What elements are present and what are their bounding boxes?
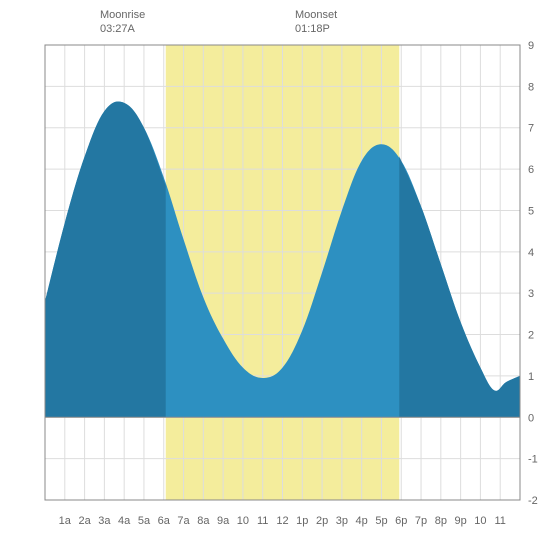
svg-text:3a: 3a: [98, 515, 111, 527]
moonrise-label: Moonrise 03:27A: [100, 8, 145, 37]
svg-text:11: 11: [257, 515, 268, 527]
svg-text:8a: 8a: [197, 515, 210, 527]
svg-text:10: 10: [237, 515, 249, 527]
svg-text:7: 7: [528, 123, 534, 135]
svg-text:8: 8: [528, 81, 534, 93]
svg-text:2p: 2p: [316, 515, 328, 527]
svg-text:-2: -2: [528, 495, 538, 507]
svg-text:8p: 8p: [435, 515, 447, 527]
tide-chart: Moonrise 03:27A Moonset 01:18P -2-101234…: [0, 0, 550, 550]
moonset-title: Moonset: [295, 8, 337, 22]
chart-svg: -2-101234567891a2a3a4a5a6a7a8a9a1011121p…: [0, 0, 550, 550]
svg-text:6: 6: [528, 164, 534, 176]
svg-text:10: 10: [474, 515, 486, 527]
svg-text:-1: -1: [528, 454, 538, 466]
svg-text:9: 9: [528, 40, 534, 52]
svg-text:3p: 3p: [336, 515, 348, 527]
svg-text:11: 11: [494, 515, 505, 527]
moonset-time: 01:18P: [295, 22, 337, 36]
svg-text:2a: 2a: [78, 515, 91, 527]
svg-text:6a: 6a: [158, 515, 171, 527]
svg-text:0: 0: [528, 412, 534, 424]
svg-text:12: 12: [276, 515, 288, 527]
svg-text:4a: 4a: [118, 515, 131, 527]
svg-text:4p: 4p: [356, 515, 368, 527]
svg-text:1a: 1a: [59, 515, 72, 527]
svg-text:5: 5: [528, 205, 534, 217]
svg-text:9a: 9a: [217, 515, 230, 527]
svg-text:7a: 7a: [177, 515, 190, 527]
moonrise-title: Moonrise: [100, 8, 145, 22]
moonset-label: Moonset 01:18P: [295, 8, 337, 37]
svg-text:6p: 6p: [395, 515, 407, 527]
svg-text:1p: 1p: [296, 515, 308, 527]
svg-text:7p: 7p: [415, 515, 427, 527]
svg-text:5p: 5p: [375, 515, 387, 527]
moonrise-time: 03:27A: [100, 22, 145, 36]
svg-text:1: 1: [528, 371, 534, 383]
svg-text:9p: 9p: [455, 515, 467, 527]
svg-text:2: 2: [528, 330, 534, 342]
svg-text:4: 4: [528, 247, 534, 259]
svg-text:3: 3: [528, 288, 534, 300]
svg-text:5a: 5a: [138, 515, 151, 527]
